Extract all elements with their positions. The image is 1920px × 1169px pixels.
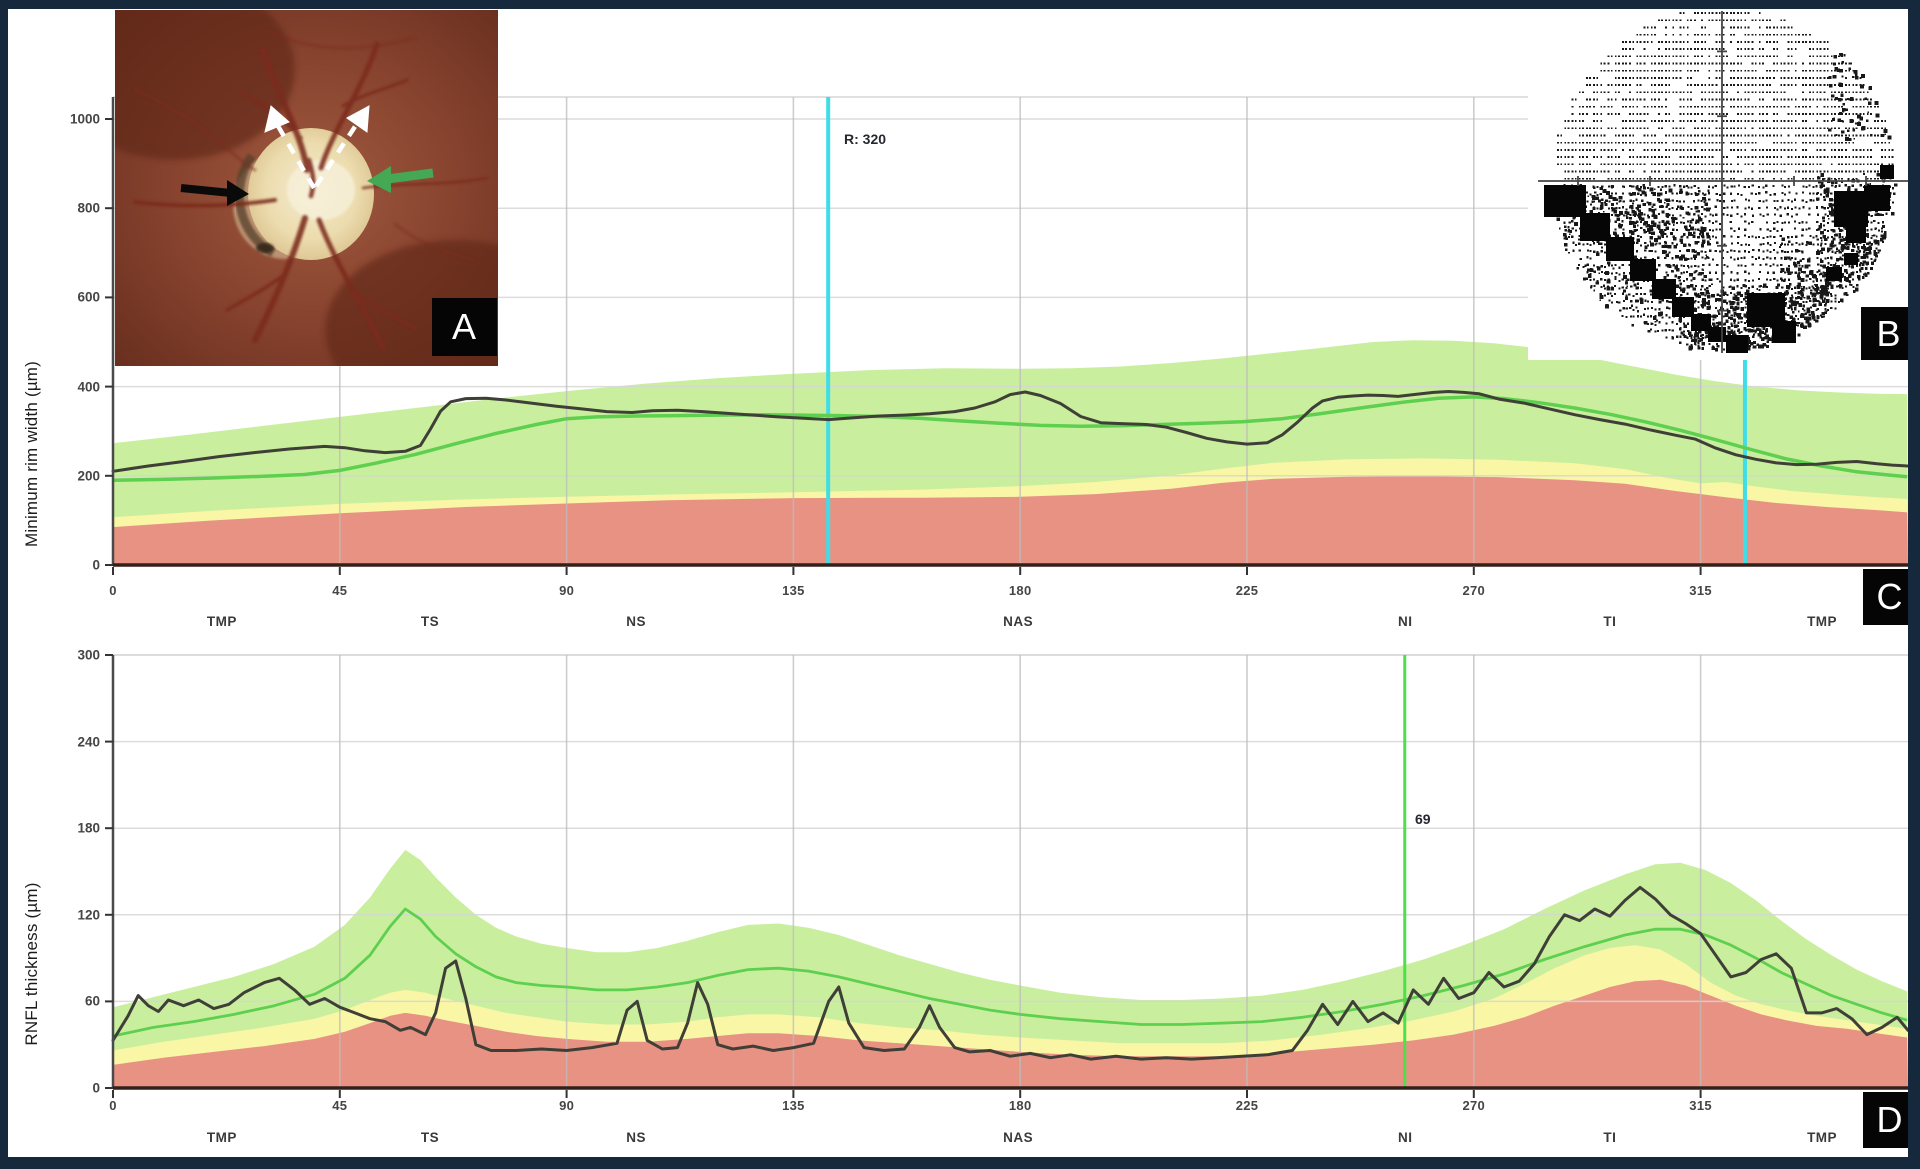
sector-label-ns: NS bbox=[626, 614, 647, 629]
x-tick-label: 135 bbox=[782, 583, 805, 598]
panel-b-visual-field: B bbox=[1528, 9, 1908, 360]
y-tick-label: 400 bbox=[77, 379, 100, 395]
figure-canvas: 0 45 90 135 180 225 270 315 0 200 400 600 800 1000 TMP… bbox=[8, 9, 1908, 1157]
x-tick-label: 270 bbox=[1462, 583, 1486, 598]
sector-label-ti: TI bbox=[1603, 1130, 1617, 1145]
sector-label-ts: TS bbox=[420, 614, 440, 629]
sector-label-ni: NI bbox=[1398, 1130, 1413, 1145]
y-tick-label: 200 bbox=[77, 468, 100, 484]
panel-letter-a: A bbox=[452, 306, 476, 347]
panel-letter-box-d: D bbox=[1863, 1092, 1908, 1148]
x-tick-label: 225 bbox=[1235, 583, 1259, 598]
sector-label-ts: TS bbox=[420, 1130, 440, 1145]
y-tick-label: 180 bbox=[77, 820, 100, 836]
panel-a-fundus-photo: A bbox=[115, 10, 498, 366]
panel-letter-d: D bbox=[1876, 1099, 1903, 1140]
vf-defect-blocks bbox=[1544, 165, 1894, 353]
sector-label-nas: NAS bbox=[1003, 614, 1034, 629]
black-arrow bbox=[180, 180, 249, 206]
y-tick-label: 600 bbox=[77, 289, 100, 305]
y-tick-label: 0 bbox=[92, 557, 100, 573]
green-arrow bbox=[367, 166, 434, 193]
x-tick-label: 45 bbox=[332, 583, 348, 598]
sector-label-tmp: TMP bbox=[206, 614, 237, 629]
retinal-vessels bbox=[133, 28, 489, 351]
panel-letter-box-b: B bbox=[1861, 307, 1908, 360]
x-tick-label: 45 bbox=[332, 1098, 348, 1113]
normal-mean-line bbox=[112, 907, 1908, 1038]
panel-letter-b: B bbox=[1876, 312, 1901, 354]
x-tick-label: 315 bbox=[1689, 583, 1712, 598]
y-tick-label: 1000 bbox=[69, 111, 100, 127]
x-tick-label: 270 bbox=[1462, 1098, 1486, 1113]
profile-charts bbox=[105, 96, 1908, 1098]
axis-labels-layer: 0 45 90 135 180 225 270 315 0 200 400 600 800 1000 TMP… bbox=[8, 9, 1908, 1157]
panel-letter-c: C bbox=[1876, 576, 1903, 617]
sector-label-tmp: TMP bbox=[1807, 1130, 1838, 1145]
disc-notch bbox=[256, 243, 274, 253]
y-tick-label: 800 bbox=[77, 200, 100, 216]
x-tick-label: 135 bbox=[782, 1098, 805, 1113]
sector-label-ns: NS bbox=[626, 1130, 647, 1145]
rnfl-marker-value-label: 69 bbox=[1415, 811, 1431, 827]
panel-letter-box-a bbox=[432, 298, 497, 356]
chart-d bbox=[105, 654, 1908, 1098]
x-tick-label: 180 bbox=[1008, 583, 1032, 598]
outside-normal-band bbox=[113, 979, 1908, 1088]
y-tick-label: 60 bbox=[84, 993, 100, 1009]
sector-label-nas: NAS bbox=[1003, 1130, 1034, 1145]
visual-field-plot bbox=[1528, 9, 1908, 360]
y-tick-label: 240 bbox=[77, 734, 100, 750]
sector-label-tmp: TMP bbox=[1807, 614, 1838, 629]
outside-normal-band bbox=[113, 476, 1908, 565]
chart-c-y-axis-title: Minimum rim width (µm) bbox=[22, 360, 41, 548]
y-tick-label: 120 bbox=[77, 907, 100, 923]
normal-mean-line bbox=[112, 395, 1908, 483]
x-tick-label: 90 bbox=[559, 583, 575, 598]
y-tick-label: 300 bbox=[77, 647, 100, 663]
x-tick-label: 225 bbox=[1235, 1098, 1259, 1113]
measurement-line bbox=[111, 885, 1908, 1061]
fundus-photo-illustration: A bbox=[115, 10, 498, 366]
chart-d-y-axis-title: RNFL thickness (µm) bbox=[22, 882, 41, 1046]
white-dashed-arrows bbox=[264, 105, 370, 190]
x-tick-label: 0 bbox=[109, 1098, 117, 1113]
sector-label-tmp: TMP bbox=[206, 1130, 237, 1145]
x-tick-label: 0 bbox=[109, 583, 117, 598]
panel-letter-box-c: C bbox=[1863, 569, 1908, 625]
sector-label-ni: NI bbox=[1398, 614, 1413, 629]
measurement-line bbox=[111, 390, 1908, 473]
y-tick-label: 0 bbox=[92, 1080, 100, 1096]
x-tick-label: 90 bbox=[559, 1098, 575, 1113]
x-tick-label: 180 bbox=[1008, 1098, 1032, 1113]
x-tick-label: 315 bbox=[1689, 1098, 1712, 1113]
mrw-marker-value-label: R: 320 bbox=[844, 131, 887, 147]
optic-cup bbox=[287, 160, 355, 220]
chart-c bbox=[105, 96, 1908, 575]
sector-label-ti: TI bbox=[1603, 614, 1617, 629]
